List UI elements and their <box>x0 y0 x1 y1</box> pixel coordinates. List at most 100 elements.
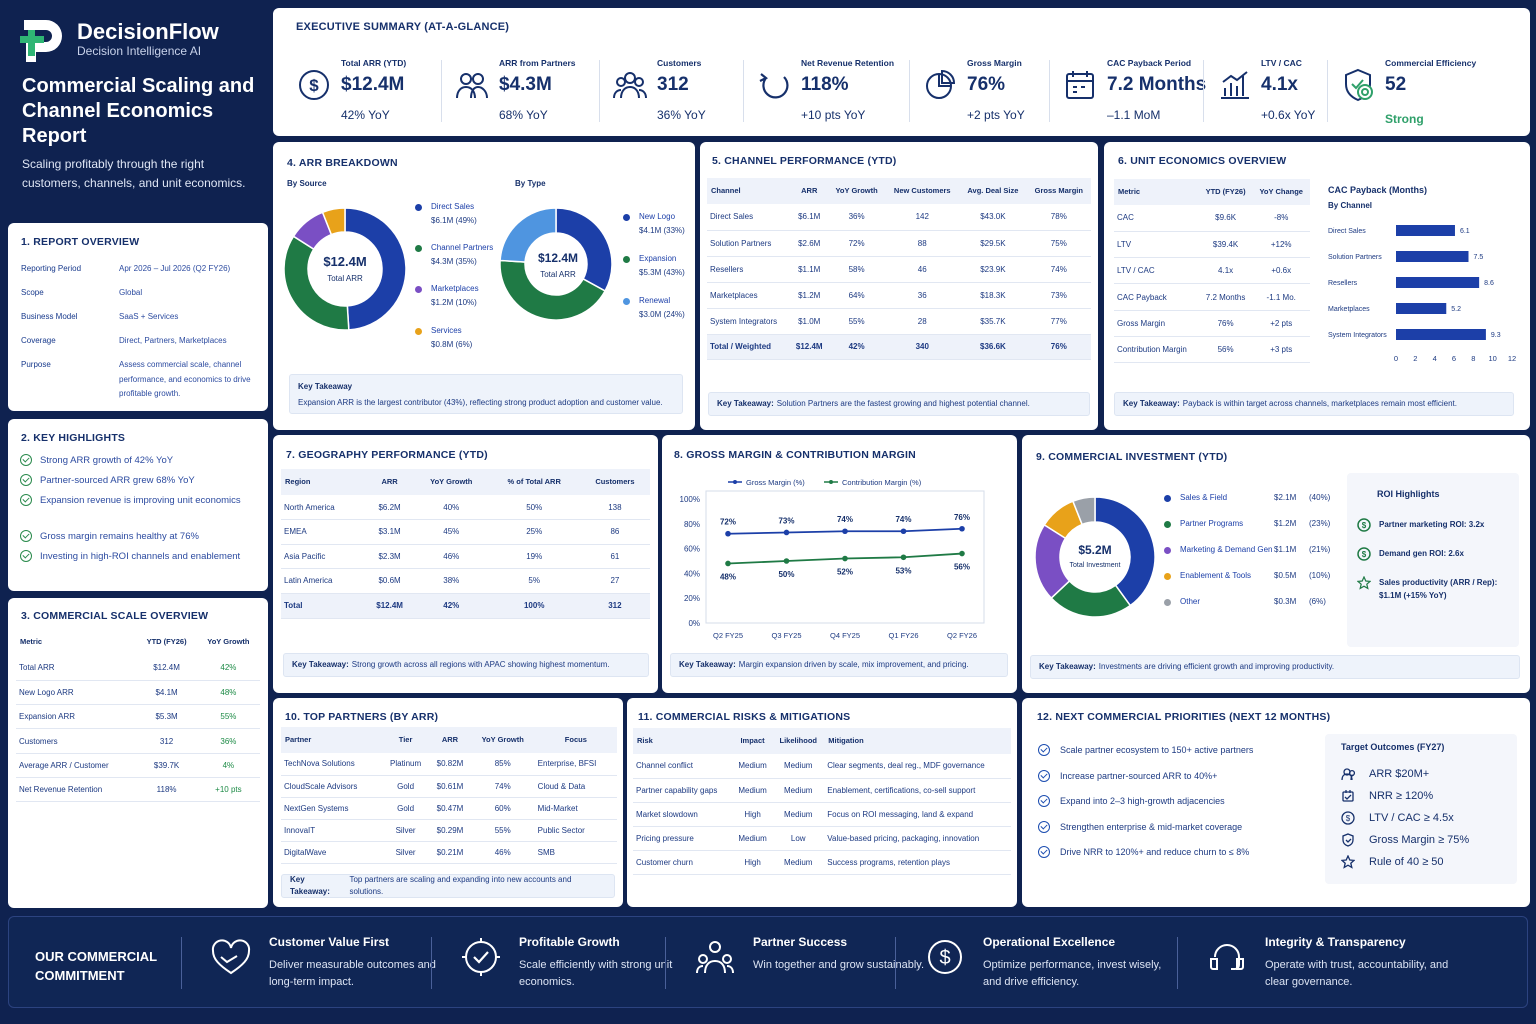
table-header: Metric <box>16 628 137 656</box>
legend-swatch <box>415 245 422 252</box>
footer-divider <box>1177 937 1178 989</box>
table-header: Gross Margin <box>1026 178 1091 204</box>
table-cell: 42% <box>827 334 886 360</box>
commitment-title: Operational Excellence <box>983 935 1116 949</box>
table-cell: 42% <box>413 593 489 619</box>
table-cell: LTV <box>1114 231 1199 259</box>
top-partners-card: 10. TOP PARTNERS (BY ARR) Partner Tier ARR… <box>273 698 623 907</box>
legend-value: $5.3M (43%) <box>639 268 685 277</box>
kpi-tile: Gross Margin 76% +2 pts YoY <box>923 52 1073 132</box>
data-label: 53% <box>895 566 911 575</box>
table-row: Expansion ARR $5.3M 55% <box>16 704 260 730</box>
invest-center-value: $5.2M <box>1078 543 1112 557</box>
y-tick-label: 60% <box>684 545 700 554</box>
table-header: YoY Growth <box>470 727 535 753</box>
key-highlights-title: 2. KEY HIGHLIGHTS <box>21 432 126 444</box>
table-cell: NextGen Systems <box>281 797 382 820</box>
kpi-label: CAC Payback Period <box>1107 58 1192 68</box>
table-row: Market slowdown High Medium Focus on ROI me… <box>633 802 1011 827</box>
table-cell: $0.47M <box>429 797 471 820</box>
partners-icon <box>456 73 488 99</box>
axis-tick-label: 12 <box>1508 354 1516 363</box>
table-cell: $12.4M <box>790 334 828 360</box>
channel-takeaway: Key Takeaway: Solution Partners are the f… <box>708 392 1090 416</box>
data-point <box>783 558 790 564</box>
table-header: YoY Growth <box>827 178 886 204</box>
unit-economics-card: 6. UNIT ECONOMICS OVERVIEW Metric YTD (FY… <box>1104 142 1530 430</box>
svg-text:$: $ <box>1362 550 1367 559</box>
table-cell: 74% <box>1026 256 1091 283</box>
table-row: LTV / CAC 4.1x +0.6x <box>1114 257 1310 285</box>
table-cell: -8% <box>1252 205 1310 232</box>
table-header: YTD (FY26) <box>1198 179 1253 205</box>
highlight-item: Gross margin remains healthy at 76% <box>20 529 260 561</box>
table-cell: Gross Margin <box>1114 310 1199 337</box>
table-row: Direct Sales $6.1M 36% 142 $43.0K 78% <box>707 204 1091 231</box>
table-cell: $1.2M <box>790 282 828 309</box>
table-cell: SMB <box>534 841 617 864</box>
legend-item: Expansion $5.3M (43%) <box>623 254 713 282</box>
by-source-label: By Source <box>287 179 327 188</box>
table-row: Marketplaces $1.2M 64% 36 $18.3K 73% <box>707 282 1091 309</box>
donut-slice <box>283 235 350 331</box>
commitment-title: Profitable Growth <box>519 935 620 949</box>
channel-performance-table: Channel ARR YoY Growth New Customers Avg. De… <box>707 178 1091 360</box>
table-cell: Medium <box>772 754 825 779</box>
legend-item: Partner Programs $1.2M (23%) <box>1164 519 1344 531</box>
table-header: New Customers <box>885 178 960 204</box>
priority-item: Strengthen enterprise & mid-market cover… <box>1038 820 1318 836</box>
legend-item: Other $0.3M (6%) <box>1164 597 1344 609</box>
kpi-change: 68% YoY <box>499 108 548 122</box>
table-row: CAC Payback 7.2 Months -1.1 Mo. <box>1114 283 1310 311</box>
partners-takeaway: Key Takeaway: Top partners are scaling an… <box>281 874 615 898</box>
takeaway-label: Key Takeaway: <box>1123 399 1180 408</box>
table-cell: 36% <box>196 728 260 754</box>
shield-check-icon <box>1342 833 1354 847</box>
table-cell: $29.5K <box>959 230 1027 257</box>
brand-tagline: Decision Intelligence AI <box>77 44 202 58</box>
table-cell: 61 <box>579 544 650 569</box>
margin-title: 8. GROSS MARGIN & CONTRIBUTION MARGIN <box>674 449 916 461</box>
table-cell: $3.1M <box>365 519 414 545</box>
table-cell: 28 <box>885 308 960 335</box>
table-header: Risk <box>633 728 733 754</box>
by-type-label: By Type <box>515 179 546 188</box>
table-cell: Silver <box>381 841 430 864</box>
legend-item: Enablement & Tools $0.5M (10%) <box>1164 571 1344 583</box>
table-cell: System Integrators <box>707 308 791 335</box>
key-highlights-card: 2. KEY HIGHLIGHTS Strong ARR growth of 4… <box>8 419 268 591</box>
table-row: InnovaIT Silver $0.29M 55% Public Sector <box>281 819 617 842</box>
table-header: Impact <box>732 728 773 754</box>
kpi-change: +10 pts YoY <box>801 108 866 122</box>
table-cell: Asia Pacific <box>281 544 366 569</box>
legend-marker <box>733 480 737 484</box>
kpi-tile: Net Revenue Retention 118% +10 pts YoY <box>757 52 907 132</box>
table-row: Resellers $1.1M 58% 46 $23.9K 74% <box>707 256 1091 283</box>
takeaway-text: Top partners are scaling and expanding i… <box>349 875 572 896</box>
headset-icon <box>1210 944 1244 970</box>
highlight-text: Gross margin remains healthy at 76% <box>40 531 199 542</box>
table-total-row: Total / Weighted $12.4M 42% 340 $36.6K 76% <box>707 334 1091 360</box>
table-cell: Medium <box>732 778 773 803</box>
legend-value: $2.1M <box>1274 493 1297 502</box>
priority-item: Scale partner ecosystem to 150+ active p… <box>1038 744 1318 759</box>
data-point <box>842 528 848 535</box>
kpi-label: ARR from Partners <box>499 58 576 68</box>
legend-value: $0.8M (6%) <box>431 340 473 349</box>
table-cell: Success programs, retention plays <box>824 850 1011 875</box>
table-cell: $4.1M <box>136 680 197 706</box>
bar-value-label: 9.3 <box>1491 332 1501 339</box>
target-text: LTV / CAC ≥ 4.5x <box>1369 812 1454 824</box>
table-cell: Solution Partners <box>707 230 791 257</box>
table-cell: Market slowdown <box>633 802 733 827</box>
top-partners-table: Partner Tier ARR YoY Growth Focus TechNova S… <box>281 727 617 864</box>
margin-card: 8. GROSS MARGIN & CONTRIBUTION MARGIN 0%… <box>662 435 1017 693</box>
table-header: YoY Growth <box>413 469 489 495</box>
roi-text: Demand gen ROI: 2.6x <box>1379 549 1464 558</box>
table-cell: $2.3M <box>365 544 414 569</box>
table-cell: Net Revenue Retention <box>16 777 137 803</box>
calendar-icon <box>1066 71 1094 99</box>
table-cell: 38% <box>413 568 489 594</box>
table-cell: North America <box>281 495 366 520</box>
table-row: Gross Margin 76% +2 pts <box>1114 310 1310 337</box>
